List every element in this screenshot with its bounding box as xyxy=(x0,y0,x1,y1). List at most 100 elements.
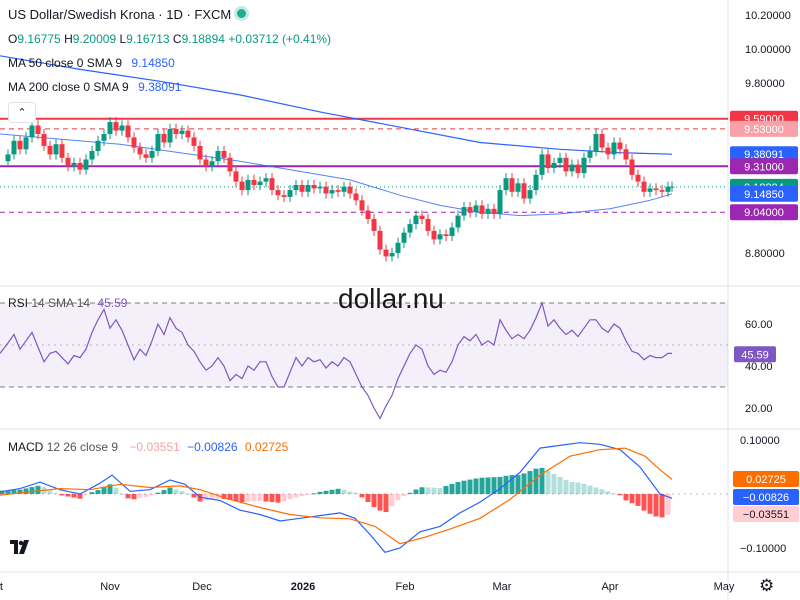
candle-body xyxy=(167,128,173,143)
tradingview-logo-icon[interactable] xyxy=(10,540,32,559)
macd-histogram-bar xyxy=(83,494,89,496)
candle-body xyxy=(425,219,431,231)
macd-histogram-bar xyxy=(641,494,647,511)
candle-body xyxy=(119,125,125,131)
candle-body xyxy=(233,171,239,182)
macd-histogram-bar xyxy=(203,494,209,501)
candle-body xyxy=(53,144,59,155)
candle-body xyxy=(299,185,305,192)
candle-body xyxy=(653,188,659,191)
candle-body xyxy=(665,186,671,192)
candle-body xyxy=(419,215,425,219)
macd-histogram-bar xyxy=(377,494,383,511)
candle-body xyxy=(245,179,251,191)
ohlc-legend: O9.16775 H9.20009 L9.16713 C9.18894 +0.0… xyxy=(8,32,331,46)
candle-body xyxy=(569,164,575,172)
symbol-title[interactable]: US Dollar/Swedish Krona · 1D · FXCM xyxy=(8,7,247,22)
macd-histogram-bar xyxy=(581,483,587,494)
macd-histogram-bar xyxy=(131,494,137,500)
macd-axis-tick: 0.10000 xyxy=(740,435,780,447)
macd-histogram-bar xyxy=(227,494,233,500)
candle-body xyxy=(59,144,65,158)
candle-body xyxy=(443,234,449,236)
candle-body xyxy=(179,130,185,134)
candle-body xyxy=(377,230,383,250)
candle-body xyxy=(311,185,317,189)
macd-signal-line xyxy=(0,447,673,545)
candle-body xyxy=(557,157,563,163)
time-axis-tick: Mar xyxy=(493,581,512,593)
macd-histogram-bar xyxy=(575,482,581,494)
macd-histogram-bar xyxy=(179,491,185,494)
price-axis-tick: 10.00000 xyxy=(745,44,791,56)
candle-body xyxy=(317,186,323,189)
time-axis-tick: Nov xyxy=(100,581,120,593)
candle-body xyxy=(581,157,587,174)
candle-body xyxy=(431,230,437,240)
macd-signal-value: 0.02725 xyxy=(244,440,289,454)
candle-body xyxy=(515,183,521,192)
macd-histogram-bar xyxy=(425,487,431,494)
candle-body xyxy=(83,159,89,170)
rsi-title: RSI xyxy=(8,296,29,310)
rsi-tag xyxy=(734,346,776,363)
candle-body xyxy=(77,162,83,170)
gear-icon[interactable]: ⚙ xyxy=(759,576,775,595)
candle-body xyxy=(527,190,533,199)
macd-histogram-bar xyxy=(23,488,29,494)
candle-body xyxy=(239,181,245,191)
macd-histogram-bar xyxy=(341,489,347,494)
macd-axis-tick: −0.10000 xyxy=(740,543,786,555)
macd-histogram-bar xyxy=(317,491,323,494)
macd-histogram-bar xyxy=(443,485,449,494)
macd-histogram-bar xyxy=(335,488,341,494)
macd-histogram-bar xyxy=(323,490,329,494)
candle-body xyxy=(635,174,641,182)
macd-histogram-bar xyxy=(635,494,641,506)
ma200-line xyxy=(0,55,673,155)
macd-histogram-bar xyxy=(11,490,17,494)
candle-body xyxy=(137,147,143,155)
candle-body xyxy=(359,200,365,211)
candle-body xyxy=(209,161,215,167)
candle-body xyxy=(473,205,479,213)
macd-histogram-bar xyxy=(593,487,599,494)
macd-line-value: −0.00826 xyxy=(187,440,238,454)
candle-body xyxy=(641,181,647,192)
collapse-legend-button[interactable]: ⌃ xyxy=(8,102,36,123)
rsi-legend[interactable]: RSI 14 SMA 14 45.59 xyxy=(8,296,127,310)
ma200-legend[interactable]: MA 200 close 0 SMA 9 9.38091 xyxy=(8,80,181,94)
candle-body xyxy=(131,137,137,148)
candle-body xyxy=(611,142,617,155)
candle-body xyxy=(383,249,389,257)
candle-body xyxy=(647,188,653,192)
candle-body xyxy=(599,134,605,148)
time-axis-tick: 2026 xyxy=(291,581,315,593)
macd-histogram-bar xyxy=(329,489,335,494)
price-tag-label: 9.38091 xyxy=(744,149,784,161)
macd-legend[interactable]: MACD 12 26 close 9 −0.03551 −0.00826 0.0… xyxy=(8,440,288,454)
price-tag xyxy=(730,204,798,221)
rsi-axis-tick: 40.00 xyxy=(745,361,773,373)
macd-histogram-bar xyxy=(65,494,71,497)
candle-body xyxy=(335,190,341,192)
candle-body xyxy=(269,178,275,191)
close-key: C xyxy=(172,32,182,46)
change-value: +0.03712 (+0.41%) xyxy=(228,32,332,46)
rsi-tag-label: 45.59 xyxy=(741,349,769,361)
macd-histogram-bar xyxy=(263,494,269,502)
price-tag-label: 9.04000 xyxy=(744,207,784,219)
candle-body xyxy=(287,190,293,197)
candle-body xyxy=(191,137,197,146)
candle-body xyxy=(521,183,527,199)
low-value: 9.16713 xyxy=(126,32,170,46)
macd-histogram-bar xyxy=(401,494,407,497)
candle-body xyxy=(545,154,551,168)
candle-body xyxy=(47,145,53,155)
candle-body xyxy=(293,185,299,191)
watermark: dollar.nu xyxy=(338,283,444,314)
candle-body xyxy=(461,207,467,216)
ma50-legend[interactable]: MA 50 close 0 SMA 9 9.14850 xyxy=(8,56,175,70)
ma50-value: 9.14850 xyxy=(131,56,175,70)
